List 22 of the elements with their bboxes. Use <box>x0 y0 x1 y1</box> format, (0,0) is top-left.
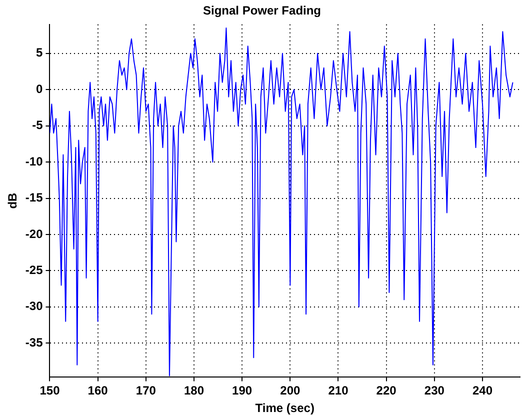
chart-title: Signal Power Fading <box>202 4 322 18</box>
y-tick-label: -30 <box>25 299 44 314</box>
x-tick-label: 240 <box>472 384 493 398</box>
x-tick-label: 160 <box>88 384 108 398</box>
x-tick-label: 200 <box>280 384 300 398</box>
y-tick-label: -35 <box>25 335 44 350</box>
y-tick-label: -15 <box>25 190 44 205</box>
x-tick-label: 180 <box>184 384 204 398</box>
y-axis-title: dB <box>6 192 20 209</box>
x-tick-label: 170 <box>136 384 156 398</box>
x-tick-label: 150 <box>40 384 60 398</box>
y-tick-label: -25 <box>25 263 44 278</box>
y-tick-label: -10 <box>25 154 44 168</box>
x-tick-label: 230 <box>424 384 445 398</box>
x-tick-label: 190 <box>232 384 252 398</box>
y-tick-label: -20 <box>25 226 44 241</box>
x-tick-label: 210 <box>328 384 349 398</box>
x-axis-title: Time (sec) <box>255 401 314 416</box>
y-tick-label: 0 <box>36 82 44 96</box>
y-tick-label: -5 <box>32 118 44 132</box>
x-tick-label: 220 <box>376 384 397 398</box>
y-tick-label: 5 <box>36 46 44 60</box>
